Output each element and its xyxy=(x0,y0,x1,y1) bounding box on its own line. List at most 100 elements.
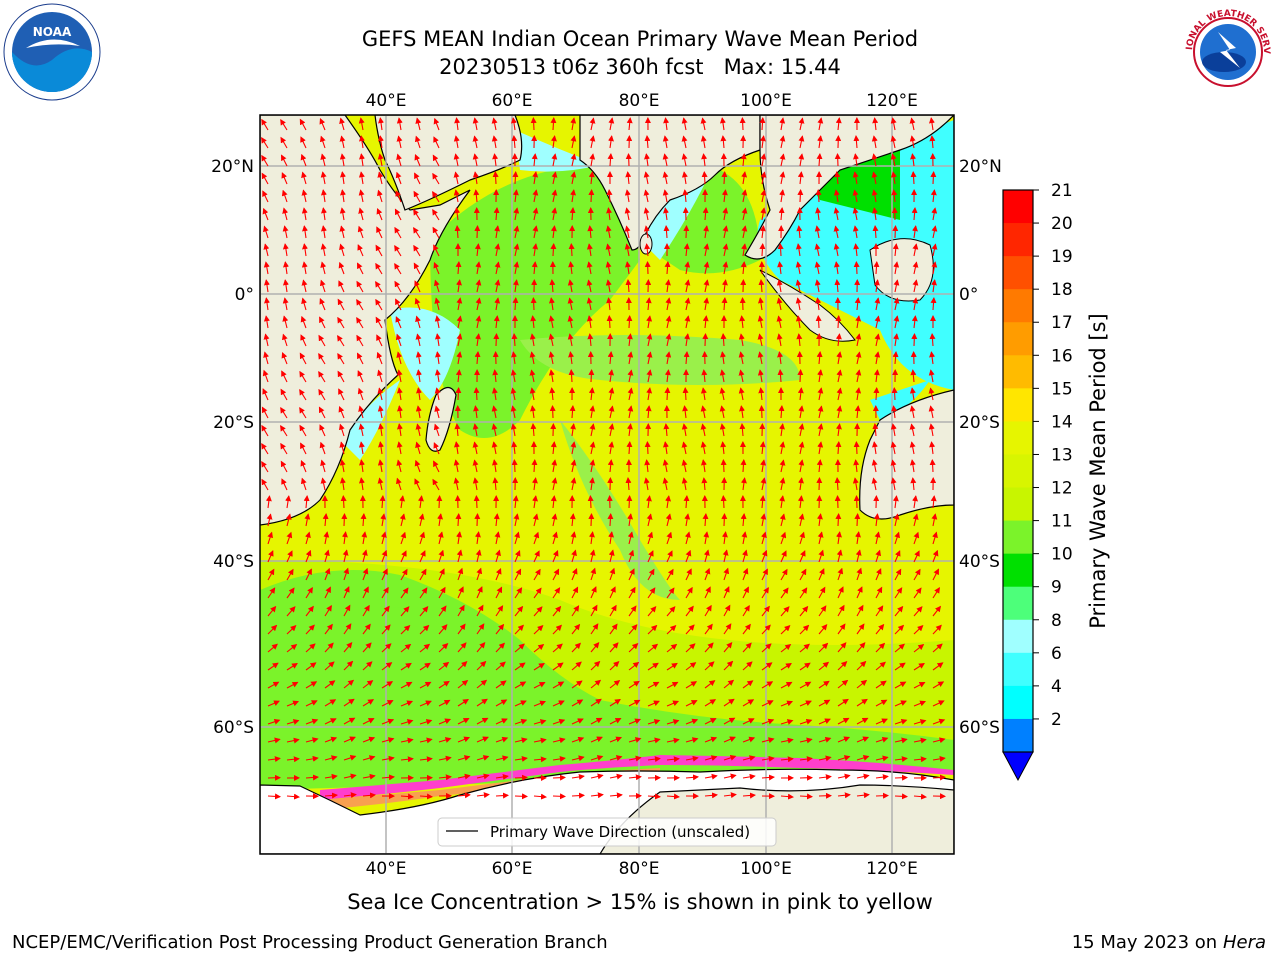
colorbar-tick-label: 21 xyxy=(1051,181,1073,201)
wave-arrow xyxy=(262,388,269,401)
wave-arrow xyxy=(286,531,293,545)
wave-arrow xyxy=(815,207,822,221)
wave-arrow xyxy=(779,441,786,455)
wave-arrow xyxy=(837,604,845,617)
wave-arrow xyxy=(626,117,633,131)
wave-arrow xyxy=(417,495,424,509)
wave-arrow xyxy=(337,298,345,311)
wave-arrow xyxy=(856,586,863,599)
wave-arrow xyxy=(476,623,485,635)
wave-arrow xyxy=(930,171,937,185)
wave-arrow xyxy=(362,623,371,635)
wave-arrow xyxy=(394,280,402,293)
wave-arrow xyxy=(571,605,580,617)
footer-date-text: 15 May 2023 on xyxy=(1071,932,1218,953)
footer-machine: Hera xyxy=(1222,932,1266,953)
wave-arrow xyxy=(588,369,595,383)
wave-direction-arrows xyxy=(261,117,946,800)
wave-arrow xyxy=(589,405,596,419)
wave-arrow xyxy=(281,478,288,491)
wave-arrow xyxy=(570,477,577,491)
wave-arrow xyxy=(703,225,710,239)
wave-arrow xyxy=(719,369,726,383)
wave-arrow xyxy=(929,459,936,473)
wave-arrow xyxy=(719,117,726,131)
wave-arrow xyxy=(875,623,885,635)
wave-arrow xyxy=(815,315,822,329)
wave-arrow xyxy=(438,643,449,653)
wave-arrow xyxy=(338,261,345,275)
wave-arrow xyxy=(337,316,345,329)
wave-arrow xyxy=(395,190,402,203)
wave-arrow xyxy=(721,189,728,203)
wave-arrow xyxy=(394,226,402,239)
wave-arrow xyxy=(757,333,764,347)
wave-arrow xyxy=(475,261,482,275)
wave-arrow xyxy=(931,243,938,257)
wave-arrow xyxy=(415,405,422,419)
wave-arrow xyxy=(533,568,541,581)
wave-arrow xyxy=(893,315,900,329)
wave-arrow xyxy=(624,243,631,257)
wave-arrow xyxy=(286,625,297,635)
wave-arrow xyxy=(606,207,613,221)
wave-arrow xyxy=(932,624,942,635)
wave-arrow xyxy=(512,171,519,185)
wave-arrow xyxy=(533,531,540,545)
wave-arrow xyxy=(550,225,557,239)
wave-arrow xyxy=(644,243,651,257)
wave-arrow xyxy=(723,604,731,617)
wave-arrow xyxy=(400,568,408,581)
wave-arrow xyxy=(590,623,599,635)
wave-arrow xyxy=(853,153,859,167)
wave-arrow xyxy=(700,135,707,149)
wave-arrow xyxy=(414,135,421,149)
wave-arrow xyxy=(263,243,270,257)
wave-arrow xyxy=(590,642,600,653)
wave-arrow xyxy=(396,441,403,455)
wave-arrow xyxy=(817,531,824,545)
wave-arrow xyxy=(550,441,557,455)
wave-arrow xyxy=(413,262,421,275)
wave-arrow xyxy=(855,549,862,563)
wave-arrow xyxy=(645,405,652,419)
wave-arrow xyxy=(609,642,619,653)
wave-arrow xyxy=(892,495,899,509)
wave-arrow xyxy=(836,387,843,401)
wave-arrow xyxy=(605,279,612,293)
wave-arrow xyxy=(684,531,691,545)
colorbar-label: Primary Wave Mean Period [s] xyxy=(1086,313,1110,629)
wave-arrow xyxy=(282,297,289,311)
wave-arrow xyxy=(337,370,345,383)
wave-arrow xyxy=(267,793,281,800)
wave-arrow xyxy=(362,567,369,581)
lat-tick-left: 40°S xyxy=(213,552,254,572)
lon-tick-bottom: 40°E xyxy=(366,859,407,879)
wave-arrow xyxy=(928,423,935,437)
wave-arrow xyxy=(473,189,480,203)
wave-arrow xyxy=(552,568,560,581)
wave-arrow xyxy=(395,333,402,347)
wave-arrow xyxy=(418,513,425,527)
wave-arrow xyxy=(455,387,462,401)
wave-arrow xyxy=(742,586,749,599)
wave-arrow xyxy=(890,441,897,455)
wave-arrow xyxy=(909,117,916,131)
wave-arrow xyxy=(837,567,844,581)
wave-arrow xyxy=(514,568,522,581)
wave-arrow xyxy=(796,333,803,347)
wave-arrow xyxy=(438,549,445,563)
wave-arrow xyxy=(376,207,383,221)
lon-tick-top: 80°E xyxy=(619,91,660,111)
wave-arrow xyxy=(339,477,346,491)
wave-arrow xyxy=(318,352,326,365)
wave-arrow xyxy=(262,207,269,221)
wave-arrow xyxy=(286,587,295,599)
wave-arrow xyxy=(835,441,842,455)
wave-arrow xyxy=(646,315,653,329)
wave-arrow xyxy=(513,207,520,221)
wave-arrow xyxy=(375,280,383,293)
wave-arrow xyxy=(780,550,787,563)
wave-arrow xyxy=(552,605,562,617)
wave-arrow xyxy=(529,333,536,347)
